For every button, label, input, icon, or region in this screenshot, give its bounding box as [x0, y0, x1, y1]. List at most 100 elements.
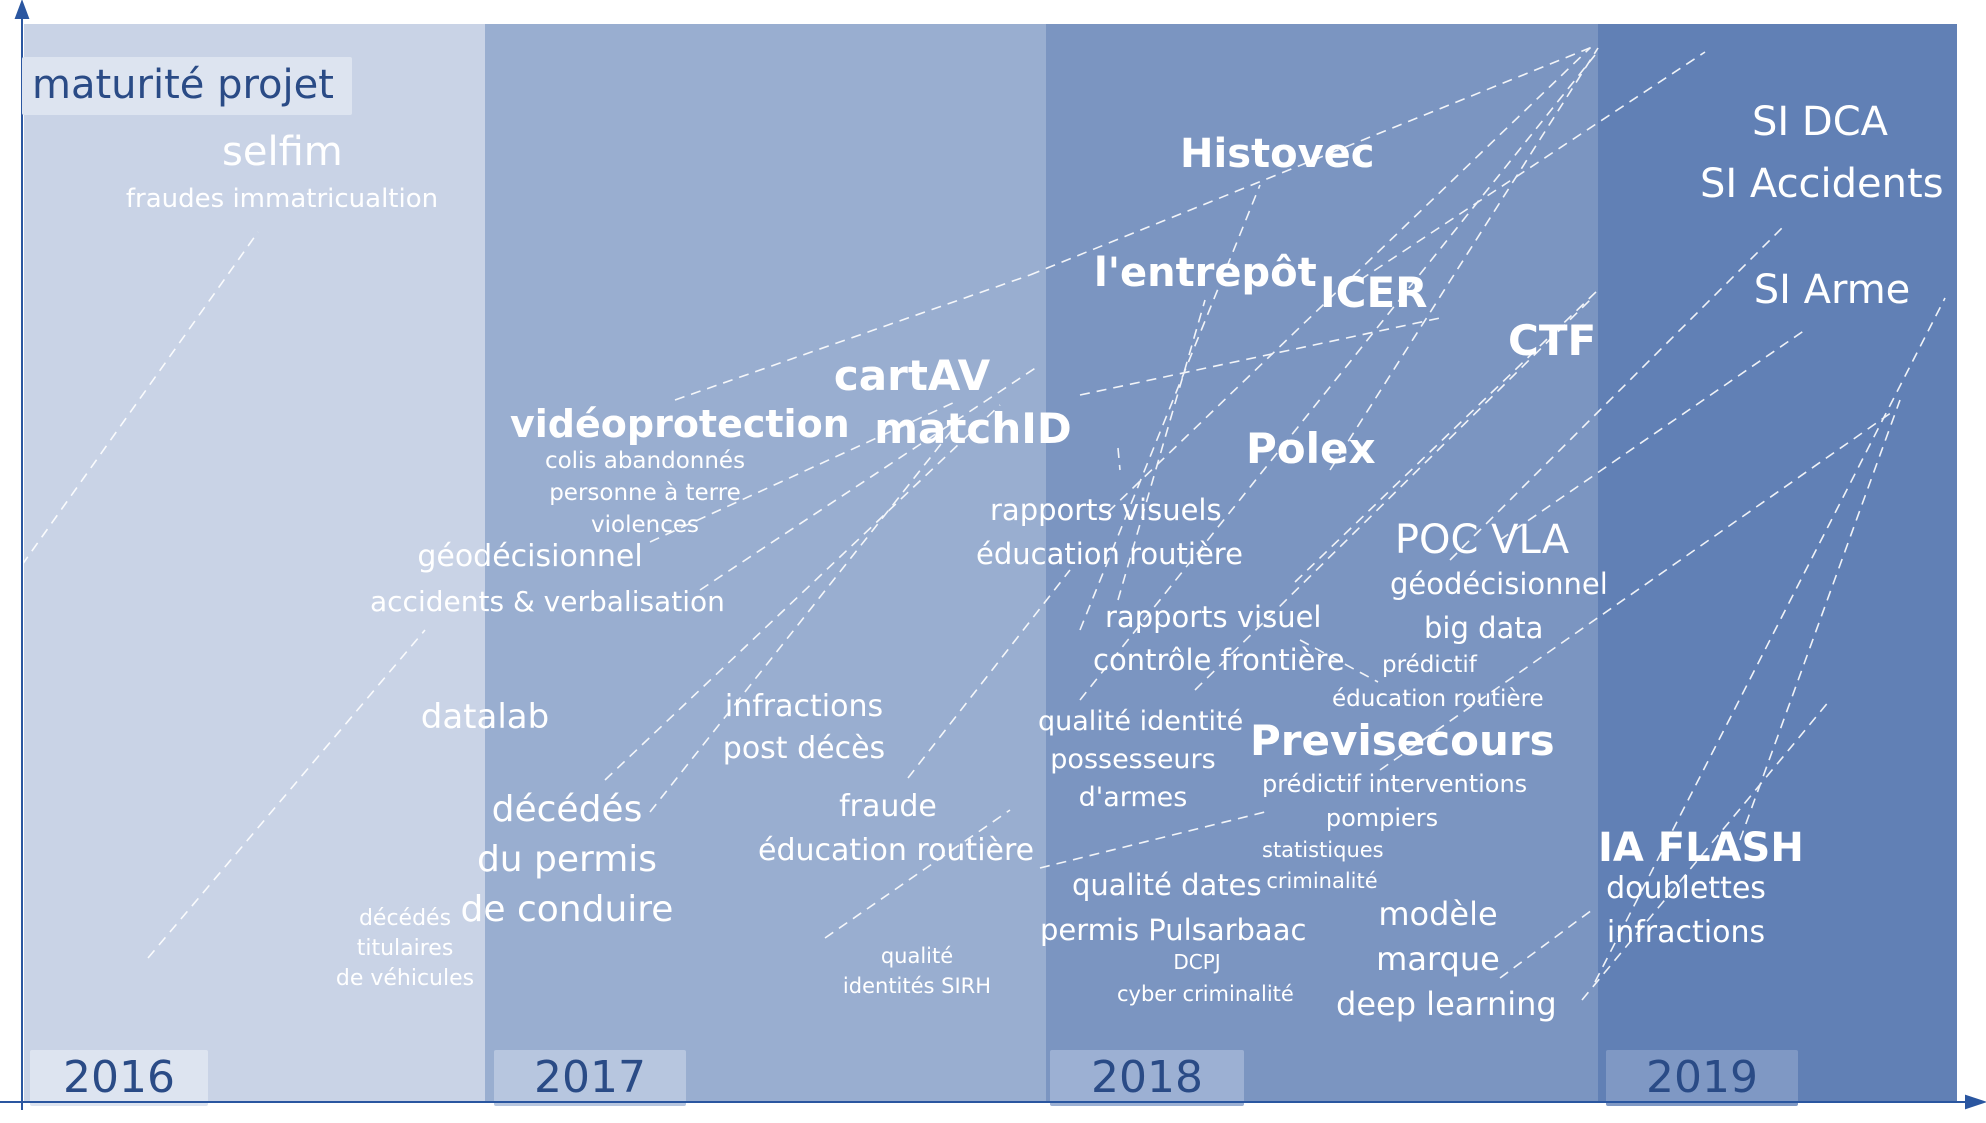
link-qualite-sirh — [824, 809, 1011, 939]
project-fraude-2: éducation routière — [758, 833, 1035, 868]
project-videoprotection: vidéoprotection — [510, 402, 850, 446]
year-band-2019 — [1598, 24, 1957, 1102]
project-selfim-detail: fraudes immatricualtion — [125, 184, 439, 214]
link-rapports-visuel — [1194, 299, 1591, 691]
link-previsecours — [1379, 409, 1896, 771]
link-polex — [1294, 289, 1599, 583]
project-ctf: CTF — [1508, 316, 1597, 365]
x-axis-arrow-icon — [1965, 1094, 1986, 1110]
project-cartav: cartAV — [833, 351, 991, 400]
project-poc-vla: POC VLA — [1394, 517, 1570, 563]
project-videoprotection-detail-3: violences — [591, 512, 699, 538]
link-entrepot — [1117, 299, 1206, 601]
link-histovec-2 — [1329, 47, 1599, 471]
link-videoprotection-2 — [674, 274, 1031, 401]
project-ia-flash-detail-2: infractions — [1606, 915, 1766, 950]
project-geodecisionnel: géodécisionnel — [417, 539, 643, 574]
link-fraude — [907, 569, 1071, 779]
project-qualite-identite-2: possesseurs — [1050, 744, 1216, 775]
link-si-arme — [1594, 297, 1946, 983]
project-decedes-permis-2: du permis — [476, 839, 658, 880]
project-rapports-visuels-2: éducation routière — [976, 537, 1243, 571]
link-poc-vla-2 — [1499, 329, 1806, 541]
link-poc-vla — [1449, 227, 1783, 561]
project-infractions-1: infractions — [724, 689, 884, 724]
project-si-arme: SI Arme — [1753, 267, 1911, 313]
project-decedes-titulaires-2: titulaires — [356, 936, 454, 961]
year-band-2017 — [485, 24, 1046, 1102]
project-polex: Polex — [1246, 424, 1376, 473]
year-band-2018 — [1046, 24, 1598, 1102]
project-rapports-visuel-2: contrôle frontière — [1093, 643, 1345, 677]
project-si-accidents: SI Accidents — [1700, 161, 1944, 207]
project-qualite-dates-2: permis Pulsarbaac — [1040, 913, 1307, 947]
project-rapports-visuels-1: rapports visuels — [990, 493, 1222, 527]
project-datalab: datalab — [420, 697, 550, 737]
project-videoprotection-detail-2: personne à terre — [549, 480, 741, 506]
project-decedes-titulaires-1: décédés — [358, 906, 452, 931]
link-decedes — [604, 404, 1001, 781]
project-predictif-2: éducation routière — [1332, 686, 1544, 712]
project-icer: ICER — [1320, 268, 1428, 317]
project-poc-vla-detail-1: géodécisionnel — [1390, 567, 1608, 601]
project-selfim: selfim — [222, 129, 343, 175]
project-videoprotection-detail-1: colis abandonnés — [544, 448, 746, 474]
project-rapports-visuel-1: rapports visuel — [1105, 600, 1322, 634]
link-icer — [1359, 51, 1706, 281]
project-dcpj-2: cyber criminalité — [1117, 982, 1294, 1006]
project-statistiques-2: criminalité — [1266, 869, 1378, 893]
project-matchid: matchID — [874, 404, 1072, 453]
project-qualite-identite-1: qualité identité — [1038, 706, 1244, 737]
project-modele-2: marque — [1376, 940, 1500, 978]
year-label-bg-2019 — [1606, 1050, 1798, 1106]
project-modele-3: deep learning — [1336, 985, 1557, 1023]
link-geodecisionnel — [147, 629, 426, 959]
year-label-2017: 2017 — [534, 1052, 646, 1103]
project-modele-1: modèle — [1378, 895, 1498, 933]
year-label-bg-2018 — [1050, 1050, 1244, 1106]
project-geodecisionnel-detail: accidents & verbalisation — [370, 585, 725, 618]
project-qualite-dates-1: qualité dates — [1072, 868, 1262, 902]
link-qualite-dates — [1039, 811, 1266, 869]
y-axis-arrow-icon — [14, 0, 30, 19]
diagram-title: maturité projet — [32, 62, 334, 108]
project-dcpj-1: DCPJ — [1173, 950, 1221, 974]
project-decedes-titulaires-3: de véhicules — [335, 966, 475, 991]
project-poc-vla-detail-2: big data — [1424, 611, 1544, 645]
project-qualite-sirh-2: identités SIRH — [842, 974, 992, 998]
year-label-bg-2017 — [494, 1050, 686, 1106]
year-label-bg-2016 — [30, 1050, 208, 1106]
project-previsecours: Previsecours — [1250, 716, 1555, 765]
link-decedes-2 — [649, 419, 961, 813]
project-predictif-1: prédictif — [1382, 652, 1477, 678]
link-rapports-visuels — [1107, 47, 1591, 513]
project-histovec: Histovec — [1180, 131, 1375, 177]
project-previsecours-detail-2: pompiers — [1325, 804, 1439, 832]
link-rapports-tick — [1117, 447, 1121, 471]
link-qualite-identite — [1079, 54, 1596, 701]
project-infractions-2: post décès — [722, 731, 886, 766]
project-si-dca: SI DCA — [1752, 99, 1888, 145]
link-selfim — [21, 231, 259, 566]
project-decedes-permis-3: de conduire — [460, 889, 674, 930]
project-ia-flash-detail-1: doublettes — [1606, 871, 1766, 906]
link-ia-flash-2 — [1739, 399, 1901, 841]
year-band-2016 — [24, 24, 485, 1102]
project-statistiques-1: statistiques — [1262, 838, 1384, 862]
link-rapports-predictif — [1299, 639, 1379, 683]
project-fraude-1: fraude — [839, 789, 937, 824]
link-modele — [1499, 909, 1593, 979]
project-qualite-sirh-1: qualité — [880, 944, 954, 968]
title-background — [22, 57, 352, 115]
link-ia-flash — [1581, 699, 1831, 1001]
link-videoprotection — [649, 401, 956, 543]
project-qualite-identite-3: d'armes — [1078, 782, 1188, 813]
year-label-2016: 2016 — [63, 1052, 175, 1103]
year-label-2018: 2018 — [1091, 1052, 1203, 1103]
project-entrepot: l'entrepôt — [1094, 250, 1317, 296]
link-cartav — [1079, 317, 1441, 396]
year-label-2019: 2019 — [1646, 1052, 1758, 1103]
project-ia-flash: IA FLASH — [1598, 825, 1804, 871]
